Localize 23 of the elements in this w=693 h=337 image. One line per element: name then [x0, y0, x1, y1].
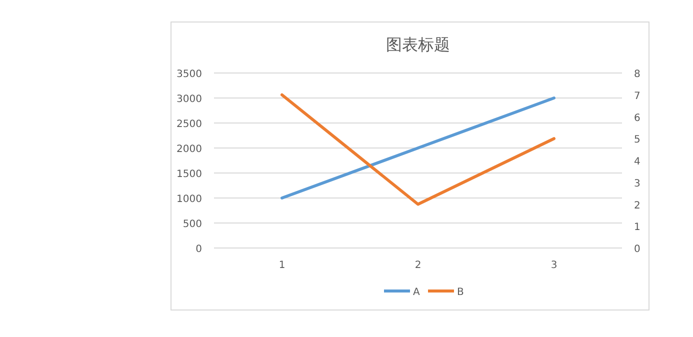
y-tick-label: 1500 [176, 169, 202, 180]
legend-label: B [457, 287, 464, 298]
y-tick-label: 1000 [176, 194, 202, 205]
y-tick-label: 3000 [176, 94, 202, 105]
x-tick-label: 3 [550, 260, 558, 271]
y-tick-label: 0 [196, 244, 202, 255]
y2-tick-label: 7 [634, 90, 640, 102]
legend-label: A [413, 287, 420, 298]
chart-title: 图表标题 [386, 35, 450, 54]
y-tick-label: 2000 [176, 144, 202, 155]
y-tick-label: 500 [182, 219, 202, 230]
y-tick-label: 2500 [176, 119, 202, 130]
y2-tick-label: 1 [634, 222, 640, 234]
x-tick-label: 1 [278, 260, 286, 271]
x-tick-label: 2 [414, 260, 422, 271]
y2-tick-label: 4 [634, 156, 640, 168]
y2-tick-label: 8 [634, 69, 640, 80]
y2-tick-label: 3 [634, 178, 640, 190]
y2-tick-label: 5 [634, 134, 640, 146]
y2-tick-label: 6 [634, 112, 640, 124]
y2-tick-label: 0 [634, 244, 640, 255]
y2-tick-label: 2 [634, 200, 640, 212]
y-tick-label: 3500 [176, 69, 202, 80]
